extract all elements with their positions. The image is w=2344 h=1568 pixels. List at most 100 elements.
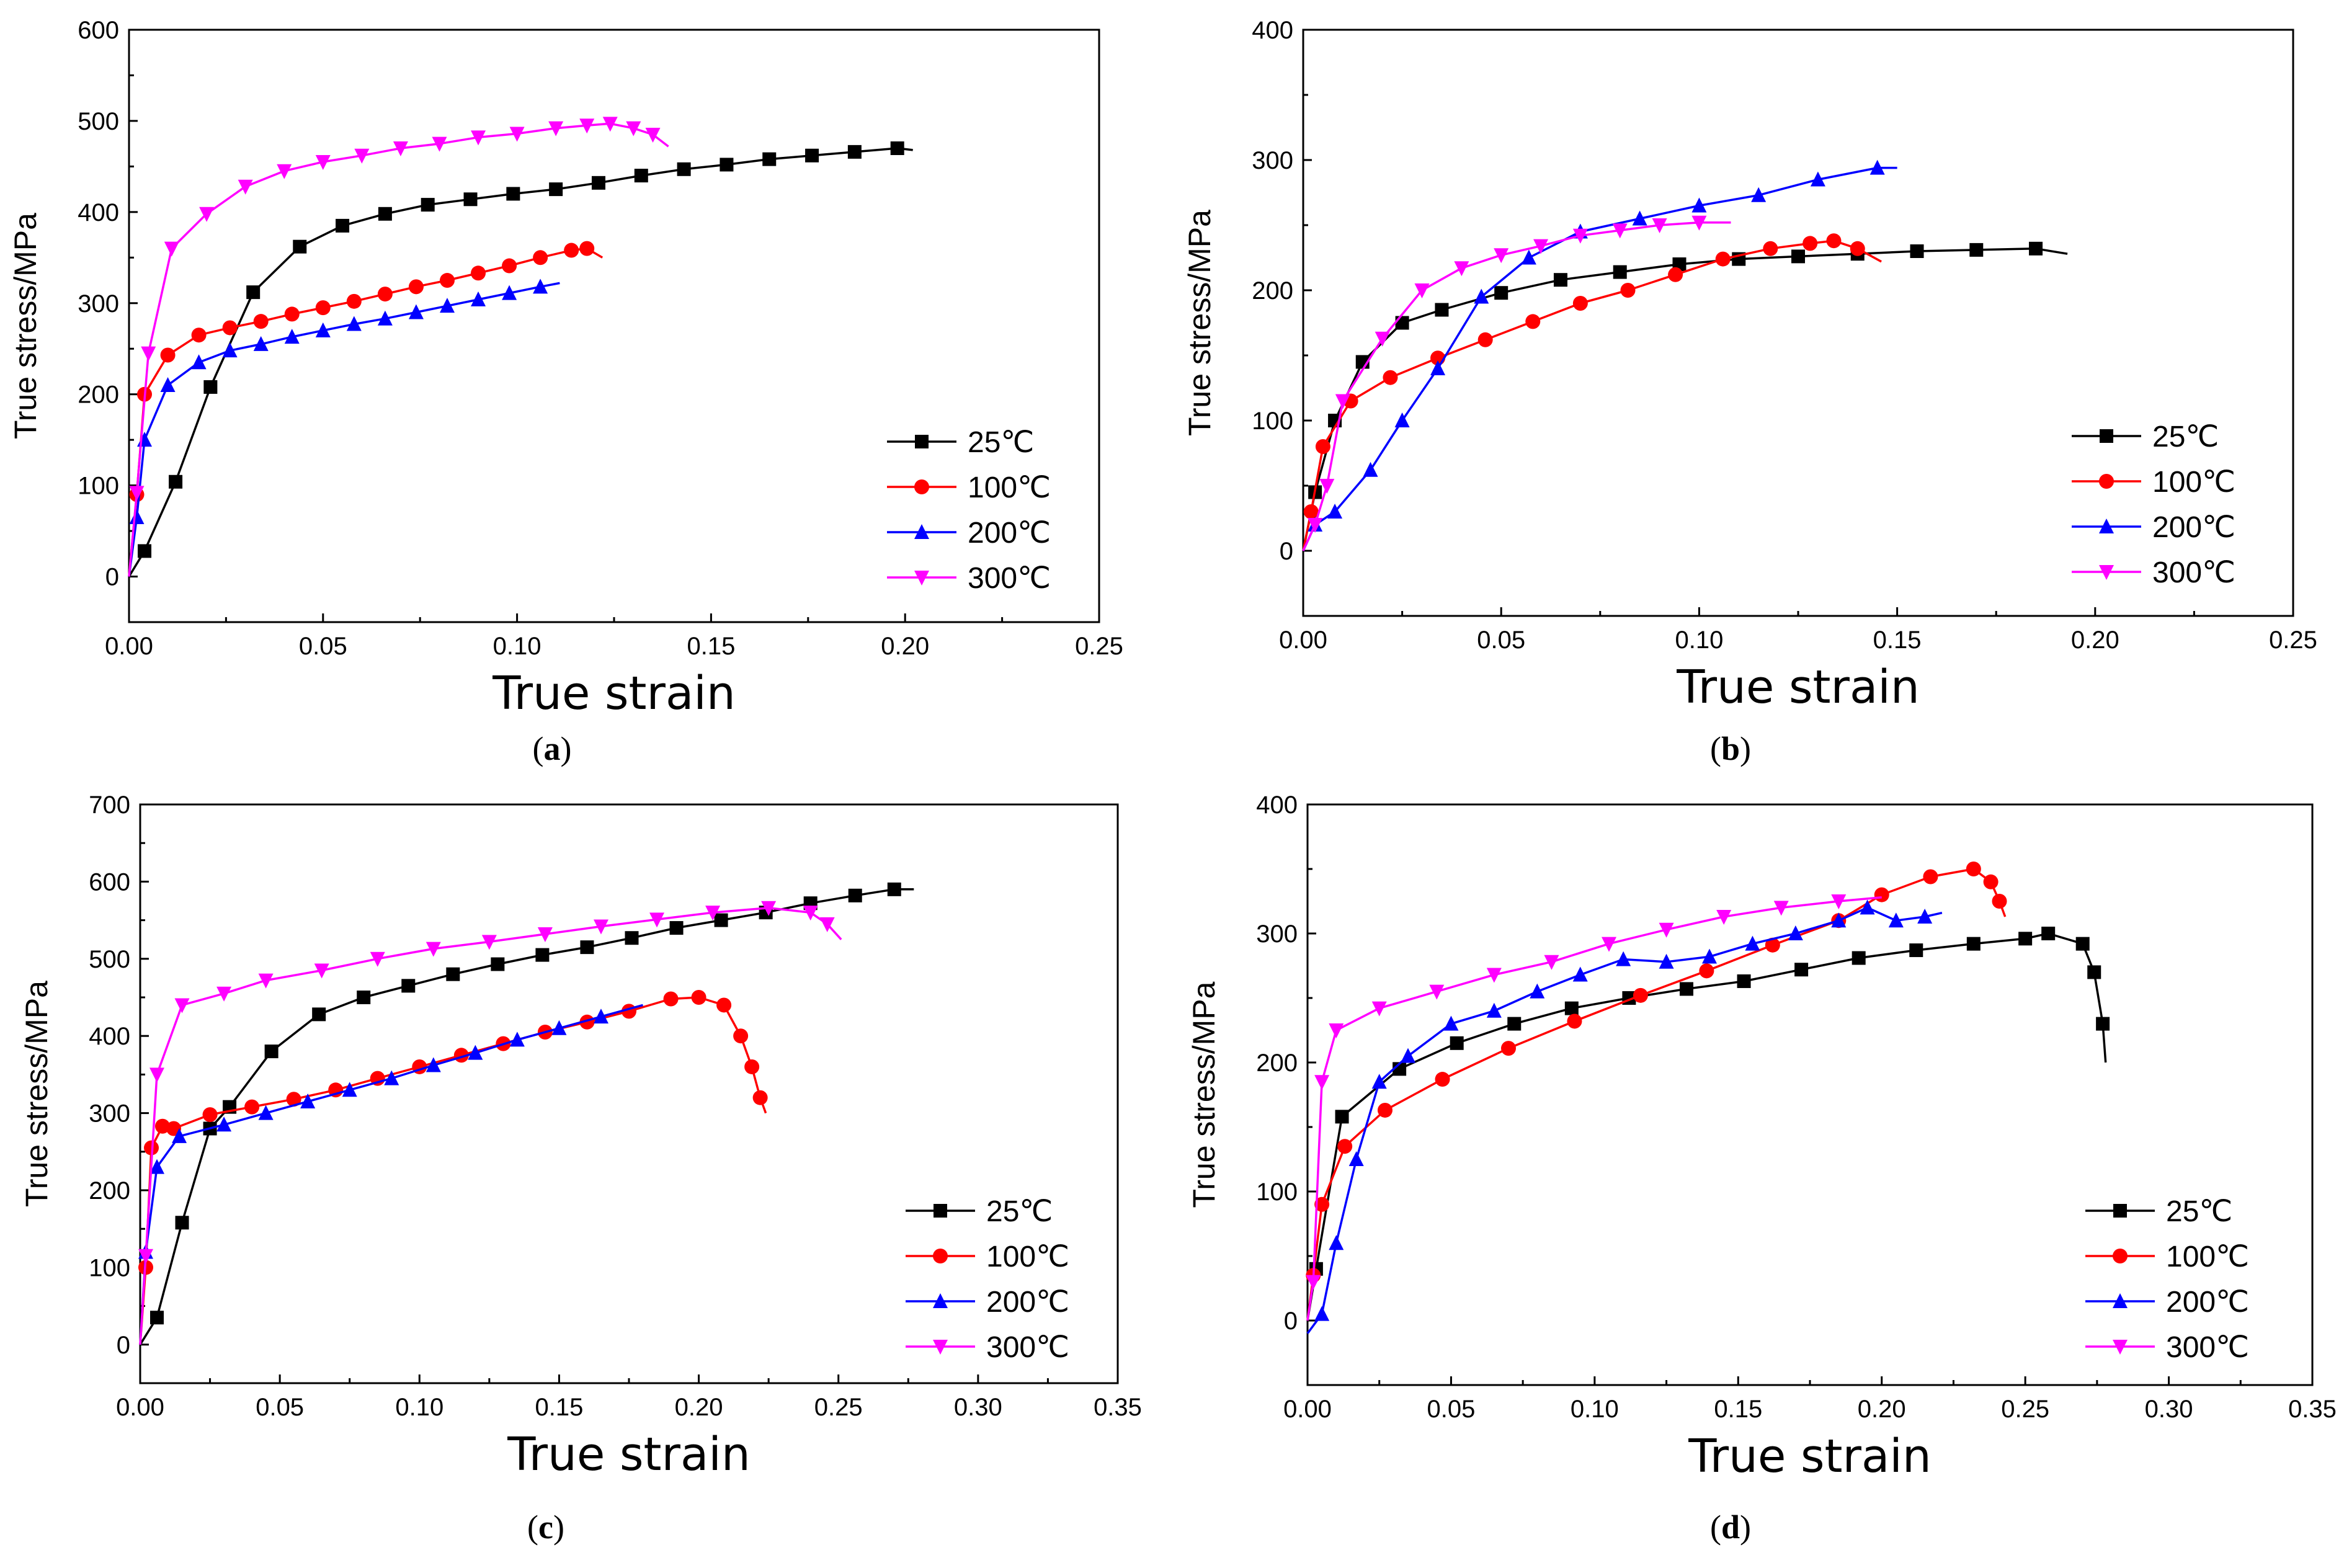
data-point-100C [377, 287, 393, 302]
data-point-200C [1430, 360, 1446, 375]
x-tick-label: 0.05 [256, 1394, 304, 1421]
data-point-200C [377, 310, 393, 326]
y-tick-label: 200 [89, 1177, 130, 1205]
data-point-200C [1401, 1048, 1415, 1063]
data-point-100C [155, 1118, 171, 1134]
y-tick-label: 300 [78, 290, 119, 318]
data-point-300C [1319, 479, 1335, 494]
x-axis-title: True strain [1688, 1430, 1932, 1483]
legend-marker-100C [2113, 1249, 2128, 1263]
data-point-100C [564, 243, 579, 258]
x-tick-label: 0.10 [1675, 626, 1723, 654]
data-point-100C [1874, 887, 1889, 902]
legend-label-25C: 25℃ [2166, 1195, 2232, 1228]
data-point-200C [1394, 412, 1410, 427]
y-tick-label: 400 [78, 199, 119, 226]
data-point-200C [439, 298, 455, 313]
data-point-100C [471, 265, 486, 281]
data-point-25C [805, 148, 819, 163]
data-point-25C [175, 1216, 189, 1230]
data-point-100C [1377, 1102, 1393, 1118]
legend-marker-25C [934, 1204, 947, 1218]
legend-label-200C: 200℃ [968, 517, 1051, 550]
data-point-200C [1348, 1151, 1364, 1166]
x-tick-label: 0.00 [116, 1394, 164, 1421]
data-point-25C [1335, 1110, 1349, 1124]
data-point-200C [384, 1070, 399, 1085]
data-point-300C [471, 130, 486, 146]
legend-marker-100C [933, 1249, 948, 1263]
series-line-100C [139, 996, 767, 1345]
data-point-200C [1572, 966, 1588, 982]
y-tick-label: 0 [1280, 538, 1293, 565]
data-point-25C [1969, 243, 1984, 257]
data-point-25C [1679, 982, 1693, 996]
data-point-300C [593, 919, 608, 935]
data-point-200C [216, 1116, 232, 1132]
legend-label-100C: 100℃ [2152, 466, 2235, 499]
data-point-200C [468, 1045, 483, 1060]
data-point-100C [315, 300, 331, 316]
data-point-25C [336, 218, 350, 233]
x-tick-label: 0.25 [1075, 633, 1123, 660]
legend-marker-300C [2113, 1340, 2128, 1355]
data-point-200C [1745, 935, 1760, 951]
panel-label: (b) [1710, 730, 1751, 767]
data-point-200C [258, 1105, 274, 1120]
data-point-300C [1329, 1023, 1344, 1038]
x-tick-label: 0.20 [881, 633, 929, 660]
data-point-200C [160, 377, 176, 392]
data-point-100C [253, 314, 269, 329]
data-point-300C [803, 906, 818, 921]
data-point-100C [579, 1014, 595, 1030]
data-point-200C [1314, 1306, 1330, 1321]
data-point-100C [1966, 862, 1981, 876]
data-point-25C [401, 979, 416, 993]
data-point-300C [1659, 922, 1674, 938]
data-point-300C [579, 118, 595, 134]
legend-label-25C: 25℃ [2152, 421, 2219, 453]
data-point-300C [481, 935, 497, 950]
data-point-300C [393, 141, 408, 156]
data-point-100C [1765, 937, 1780, 953]
data-point-25C [591, 176, 605, 190]
data-point-25C [1910, 244, 1924, 258]
data-point-25C [1852, 951, 1866, 965]
y-tick-label: 400 [89, 1023, 130, 1050]
x-tick-label: 0.20 [1858, 1396, 1906, 1423]
data-point-25C [669, 921, 684, 935]
data-point-100C [663, 991, 679, 1007]
y-tick-label: 0 [117, 1332, 130, 1359]
data-point-200C [1616, 951, 1631, 966]
data-point-25C [1613, 265, 1627, 279]
data-point-300C [761, 901, 777, 916]
data-point-25C [625, 931, 639, 945]
series-line-200C [139, 1004, 643, 1345]
data-point-100C [1435, 1072, 1450, 1087]
data-point-300C [1308, 518, 1323, 533]
data-point-300C [216, 986, 232, 1002]
data-point-300C [238, 179, 253, 195]
legend-label-200C: 200℃ [986, 1286, 1069, 1319]
legend-marker-25C [2100, 429, 2113, 443]
data-point-25C [2018, 932, 2033, 946]
data-point-100C [1699, 963, 1714, 979]
data-point-300C [649, 912, 665, 928]
data-point-25C [150, 1311, 164, 1325]
data-point-300C [141, 346, 156, 362]
data-point-300C [1602, 937, 1616, 952]
data-point-300C [354, 148, 370, 164]
data-point-200C [137, 432, 153, 447]
x-tick-label: 0.05 [1427, 1396, 1475, 1423]
data-point-25C [677, 162, 691, 176]
data-point-300C [1612, 223, 1628, 239]
data-point-25C [634, 169, 648, 183]
data-point-100C [1477, 332, 1493, 347]
data-point-25C [264, 1045, 279, 1059]
legend-marker-200C [2113, 1293, 2128, 1308]
x-tick-label: 0.15 [1714, 1396, 1762, 1423]
data-point-100C [1620, 283, 1636, 298]
series-line-300C [139, 906, 842, 1345]
data-point-25C [1553, 273, 1567, 287]
data-point-100C [733, 1028, 749, 1044]
